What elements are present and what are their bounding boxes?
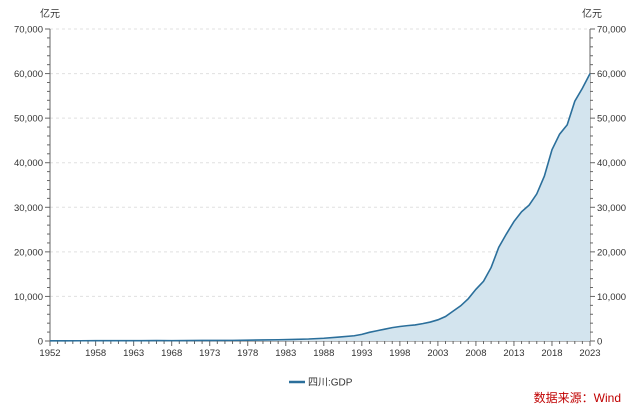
x-tick-label: 1968 — [161, 348, 182, 359]
y-tick-label-left: 20,000 — [14, 247, 43, 258]
x-tick-label: 2018 — [541, 348, 562, 359]
y-tick-label-left: 50,000 — [14, 114, 43, 125]
y-tick-label-right: 30,000 — [597, 203, 626, 214]
y-tick-label-left: 0 — [38, 337, 43, 348]
x-tick-label: 1998 — [389, 348, 410, 359]
y-tick-label-left: 10,000 — [14, 292, 43, 303]
legend[interactable]: 四川:GDP — [289, 378, 353, 389]
gdp-chart: 0 10,000 20,000 30,000 40,000 50,000 60,000 70,… — [0, 0, 640, 412]
x-tick-label: 2008 — [465, 348, 486, 359]
data-source-note: 数据来源：Wind — [534, 390, 621, 405]
x-tick-label: 1983 — [275, 348, 296, 359]
y-tick-label-left: 40,000 — [14, 158, 43, 169]
x-tick-label: 2023 — [579, 348, 600, 359]
y-tick-label-left: 70,000 — [14, 25, 43, 36]
y-tick-label-right: 60,000 — [597, 69, 626, 80]
y-axis-left-unit: 亿元 — [40, 7, 60, 20]
x-tick-label: 1963 — [123, 348, 144, 359]
y-axis-left-ticks: 0 10,000 20,000 30,000 40,000 50,000 60,000 70,… — [14, 25, 43, 348]
y-axis-right-ticks: 0 10,000 20,000 30,000 40,000 50,000 60,000 70,… — [597, 25, 626, 348]
y-tick-label-right: 20,000 — [597, 247, 626, 258]
y-tick-label-right: 50,000 — [597, 114, 626, 125]
x-tick-label: 1958 — [85, 348, 106, 359]
y-tick-label-left: 30,000 — [14, 203, 43, 214]
y-tick-label-right: 0 — [597, 337, 602, 348]
y-tick-label-right: 70,000 — [597, 25, 626, 36]
x-tick-label: 1978 — [237, 348, 258, 359]
y-tick-label-right: 10,000 — [597, 292, 626, 303]
x-tick-label: 2003 — [427, 348, 448, 359]
x-tick-label: 1993 — [351, 348, 372, 359]
x-tick-label: 1952 — [39, 348, 60, 359]
x-axis-ticks: 1952 1958 1963 1968 1973 1978 1983 1988 1993 1998… — [39, 348, 600, 359]
legend-label: 四川:GDP — [308, 378, 353, 389]
y-tick-label-right: 40,000 — [597, 158, 626, 169]
y-tick-label-left: 60,000 — [14, 69, 43, 80]
x-tick-label: 2013 — [503, 348, 524, 359]
x-tick-label: 1988 — [313, 348, 334, 359]
x-tick-label: 1973 — [199, 348, 220, 359]
y-axis-right-unit: 亿元 — [582, 7, 602, 20]
